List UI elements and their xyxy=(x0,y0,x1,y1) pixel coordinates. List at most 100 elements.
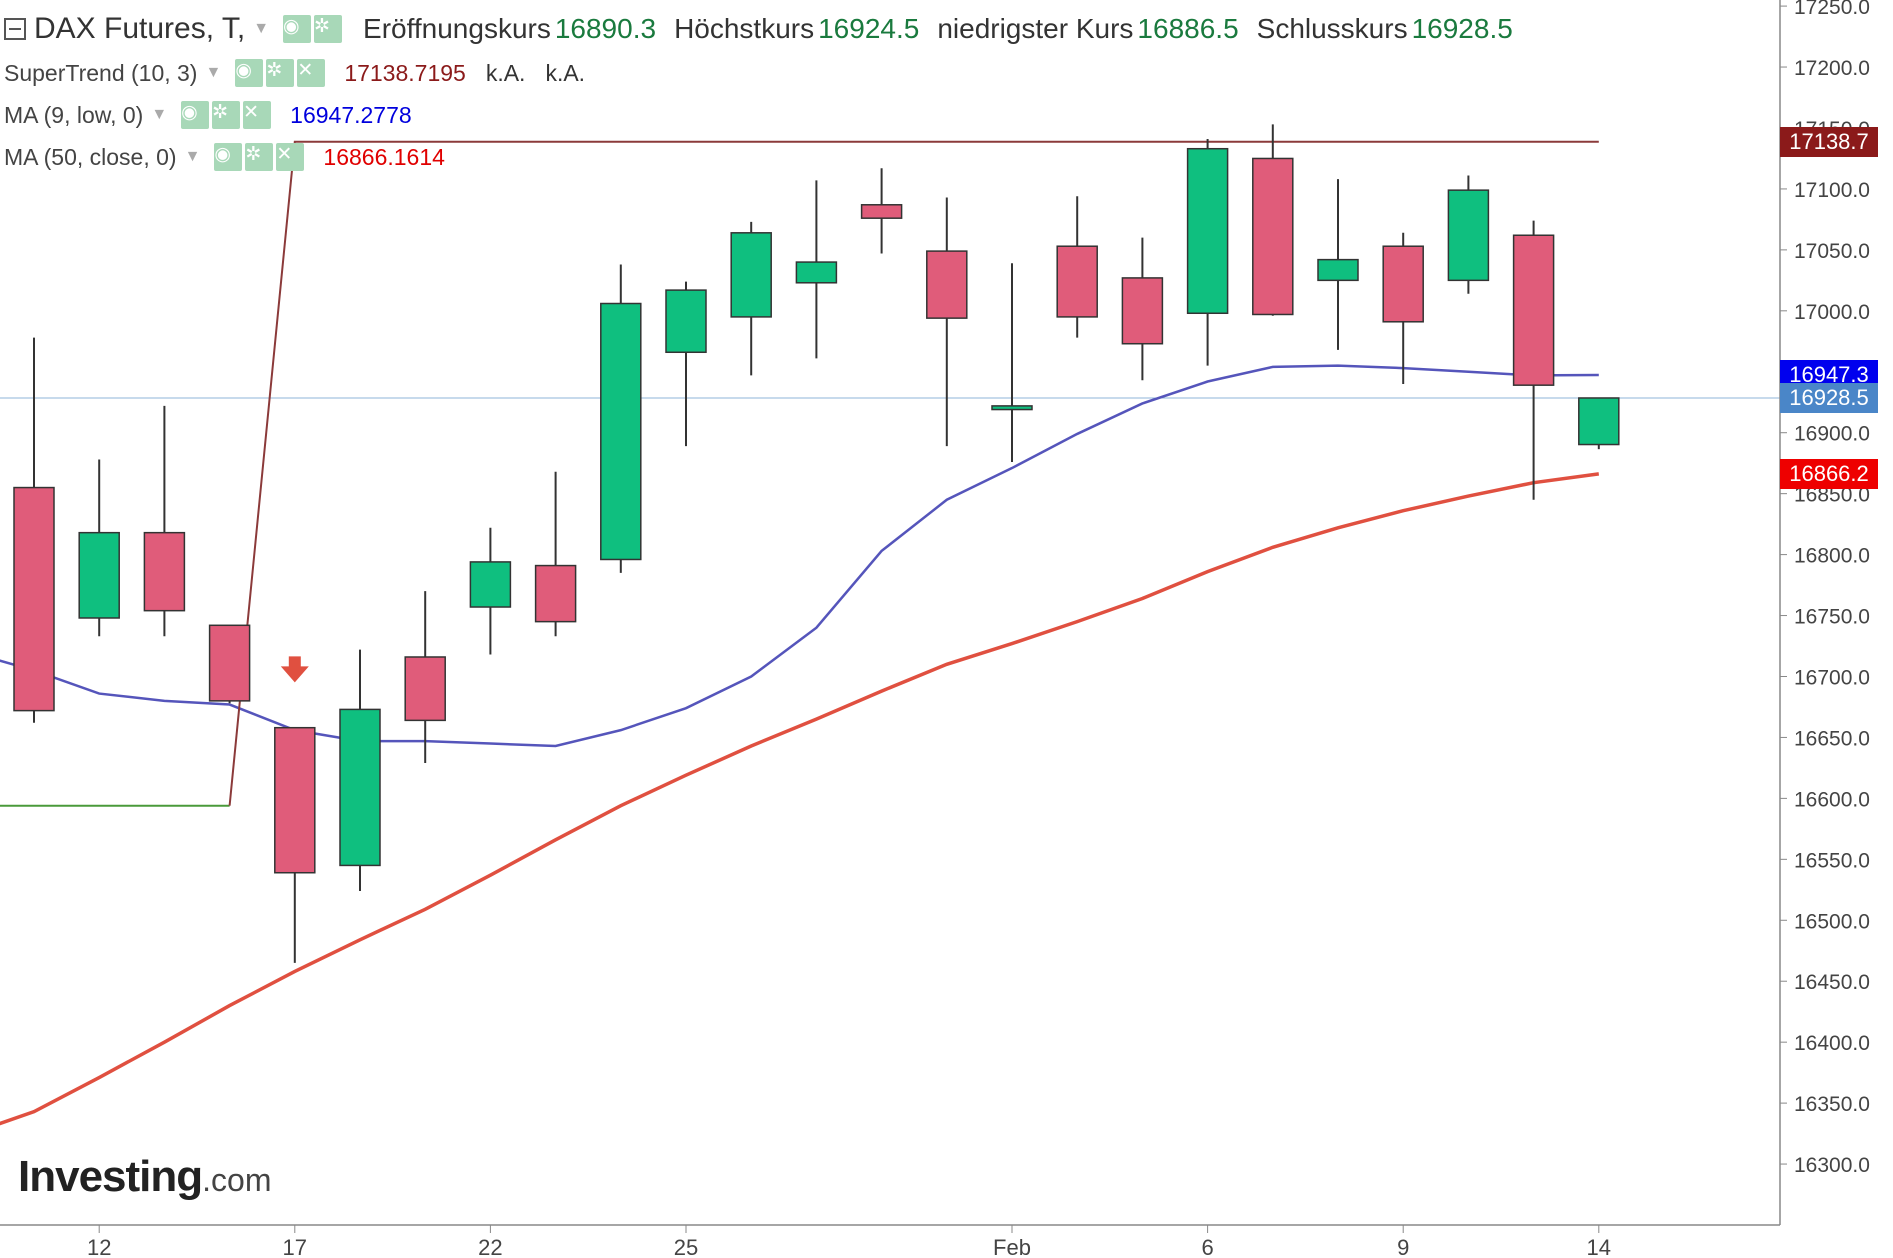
close-icon[interactable]: ✕ xyxy=(243,101,272,129)
candle-body xyxy=(208,624,251,702)
candle xyxy=(78,459,120,637)
candle-body xyxy=(1056,245,1098,318)
candle-body xyxy=(13,486,55,712)
y-tick-label: 17250.0 xyxy=(1794,0,1870,19)
candle xyxy=(730,221,772,376)
y-tick-label: 16500.0 xyxy=(1794,910,1870,933)
indicator-row-ma50: MA (50, close, 0) ▼ ◉ ✲ ✕ 16866.1614 xyxy=(4,143,445,171)
indicator-value: 16866.1614 xyxy=(323,143,445,170)
gear-icon[interactable]: ✲ xyxy=(212,101,241,129)
candle-body xyxy=(1578,397,1620,446)
price-tag: 17138.7 xyxy=(1780,126,1878,157)
x-tick-label: 25 xyxy=(674,1235,698,1258)
y-tick-label: 17100.0 xyxy=(1794,179,1870,202)
candle-body xyxy=(600,302,642,561)
high-value: 16924.5 xyxy=(818,13,920,44)
low-value: 16886.5 xyxy=(1137,13,1239,44)
logo-suffix: .com xyxy=(202,1162,272,1198)
indicator-lines xyxy=(0,140,1600,1126)
candle-body xyxy=(78,531,120,619)
y-tick-label: 16800.0 xyxy=(1794,545,1870,568)
collapse-icon[interactable] xyxy=(4,18,26,40)
candle xyxy=(1512,220,1555,500)
indicator-name[interactable]: SuperTrend (10, 3) xyxy=(4,59,198,86)
candle xyxy=(1252,124,1294,316)
close-label: Schlusskurs xyxy=(1256,13,1408,44)
price-tag: 16866.2 xyxy=(1780,458,1878,489)
candle-body xyxy=(1317,258,1359,282)
eye-icon[interactable]: ◉ xyxy=(235,59,264,87)
candle xyxy=(991,263,1033,462)
candle-body xyxy=(730,232,772,318)
candle xyxy=(1317,179,1359,350)
eye-icon[interactable]: ◉ xyxy=(214,143,243,171)
candle xyxy=(795,180,838,359)
y-tick-label: 16900.0 xyxy=(1794,423,1870,446)
candle-body xyxy=(339,708,381,867)
x-tick-label: 9 xyxy=(1397,1235,1409,1258)
ma50-line xyxy=(0,472,1600,1126)
candle-body xyxy=(469,561,512,608)
candle-body xyxy=(665,289,707,354)
candle-body xyxy=(404,656,446,722)
candles xyxy=(13,124,1620,963)
y-tick-label: 16450.0 xyxy=(1794,971,1870,994)
candle xyxy=(1121,237,1164,381)
x-tick-label: Feb xyxy=(993,1235,1031,1258)
indicator-value: 17138.7195 xyxy=(344,59,466,86)
y-tick-label: 16850.0 xyxy=(1794,484,1870,507)
candle-body xyxy=(143,531,186,612)
close-value: 16928.5 xyxy=(1411,13,1513,44)
chevron-down-icon[interactable]: ▼ xyxy=(151,106,168,123)
low-label: niedrigster Kurs xyxy=(937,13,1134,44)
logo-name: Investing xyxy=(18,1152,203,1201)
gear-icon[interactable]: ✲ xyxy=(266,59,295,87)
chevron-down-icon[interactable]: ▼ xyxy=(184,148,201,165)
candle xyxy=(404,591,446,764)
gear-icon[interactable]: ✲ xyxy=(245,143,274,171)
y-tick-label: 16400.0 xyxy=(1794,1032,1870,1055)
candle xyxy=(1578,397,1620,450)
candle xyxy=(534,471,577,637)
header-row: DAX Futures, T, ▼ ◉ ✲ Eröffnungskurs 168… xyxy=(4,12,1513,46)
close-icon[interactable]: ✕ xyxy=(276,143,305,171)
indicator-name[interactable]: MA (50, close, 0) xyxy=(4,143,177,170)
indicator-extra: k.A. xyxy=(545,59,586,86)
sell-arrow-icon xyxy=(280,656,309,683)
chevron-down-icon[interactable]: ▼ xyxy=(205,64,222,81)
candle-body xyxy=(926,250,968,319)
y-tick-label: 16650.0 xyxy=(1794,727,1870,750)
candle-body xyxy=(1121,277,1164,345)
candle-body xyxy=(534,564,577,623)
ma9-line xyxy=(0,364,1599,748)
indicator-name[interactable]: MA (9, low, 0) xyxy=(4,101,144,128)
candle-body xyxy=(1382,245,1424,323)
close-icon[interactable]: ✕ xyxy=(297,59,326,87)
investing-logo: Investing.com xyxy=(18,1152,272,1202)
chevron-down-icon[interactable]: ▼ xyxy=(253,20,270,37)
candle-body xyxy=(1447,189,1490,282)
candle-body xyxy=(991,405,1033,411)
y-tick-label: 16600.0 xyxy=(1794,788,1870,811)
eye-icon[interactable]: ◉ xyxy=(181,101,210,129)
symbol-name[interactable]: DAX Futures, T, xyxy=(34,12,246,45)
candle xyxy=(208,624,251,704)
y-tick-label: 17000.0 xyxy=(1794,301,1870,324)
eye-icon[interactable]: ◉ xyxy=(283,15,312,43)
supertrend-line xyxy=(228,140,1599,806)
y-tick-label: 17050.0 xyxy=(1794,240,1870,263)
price-tag: 16928.5 xyxy=(1780,382,1878,413)
chart-legend: DAX Futures, T, ▼ ◉ ✲ Eröffnungskurs 168… xyxy=(0,0,1760,200)
y-tick-label: 16700.0 xyxy=(1794,666,1870,689)
high-label: Höchstkurs xyxy=(674,13,815,44)
indicator-extra: k.A. xyxy=(485,59,526,86)
x-tick-label: 17 xyxy=(283,1235,307,1258)
candle xyxy=(1056,196,1098,338)
gear-icon[interactable]: ✲ xyxy=(314,15,343,43)
y-tick-label: 16750.0 xyxy=(1794,606,1870,629)
candle xyxy=(274,726,316,963)
candle-body xyxy=(1512,234,1555,386)
indicator-value: 16947.2778 xyxy=(290,101,412,128)
